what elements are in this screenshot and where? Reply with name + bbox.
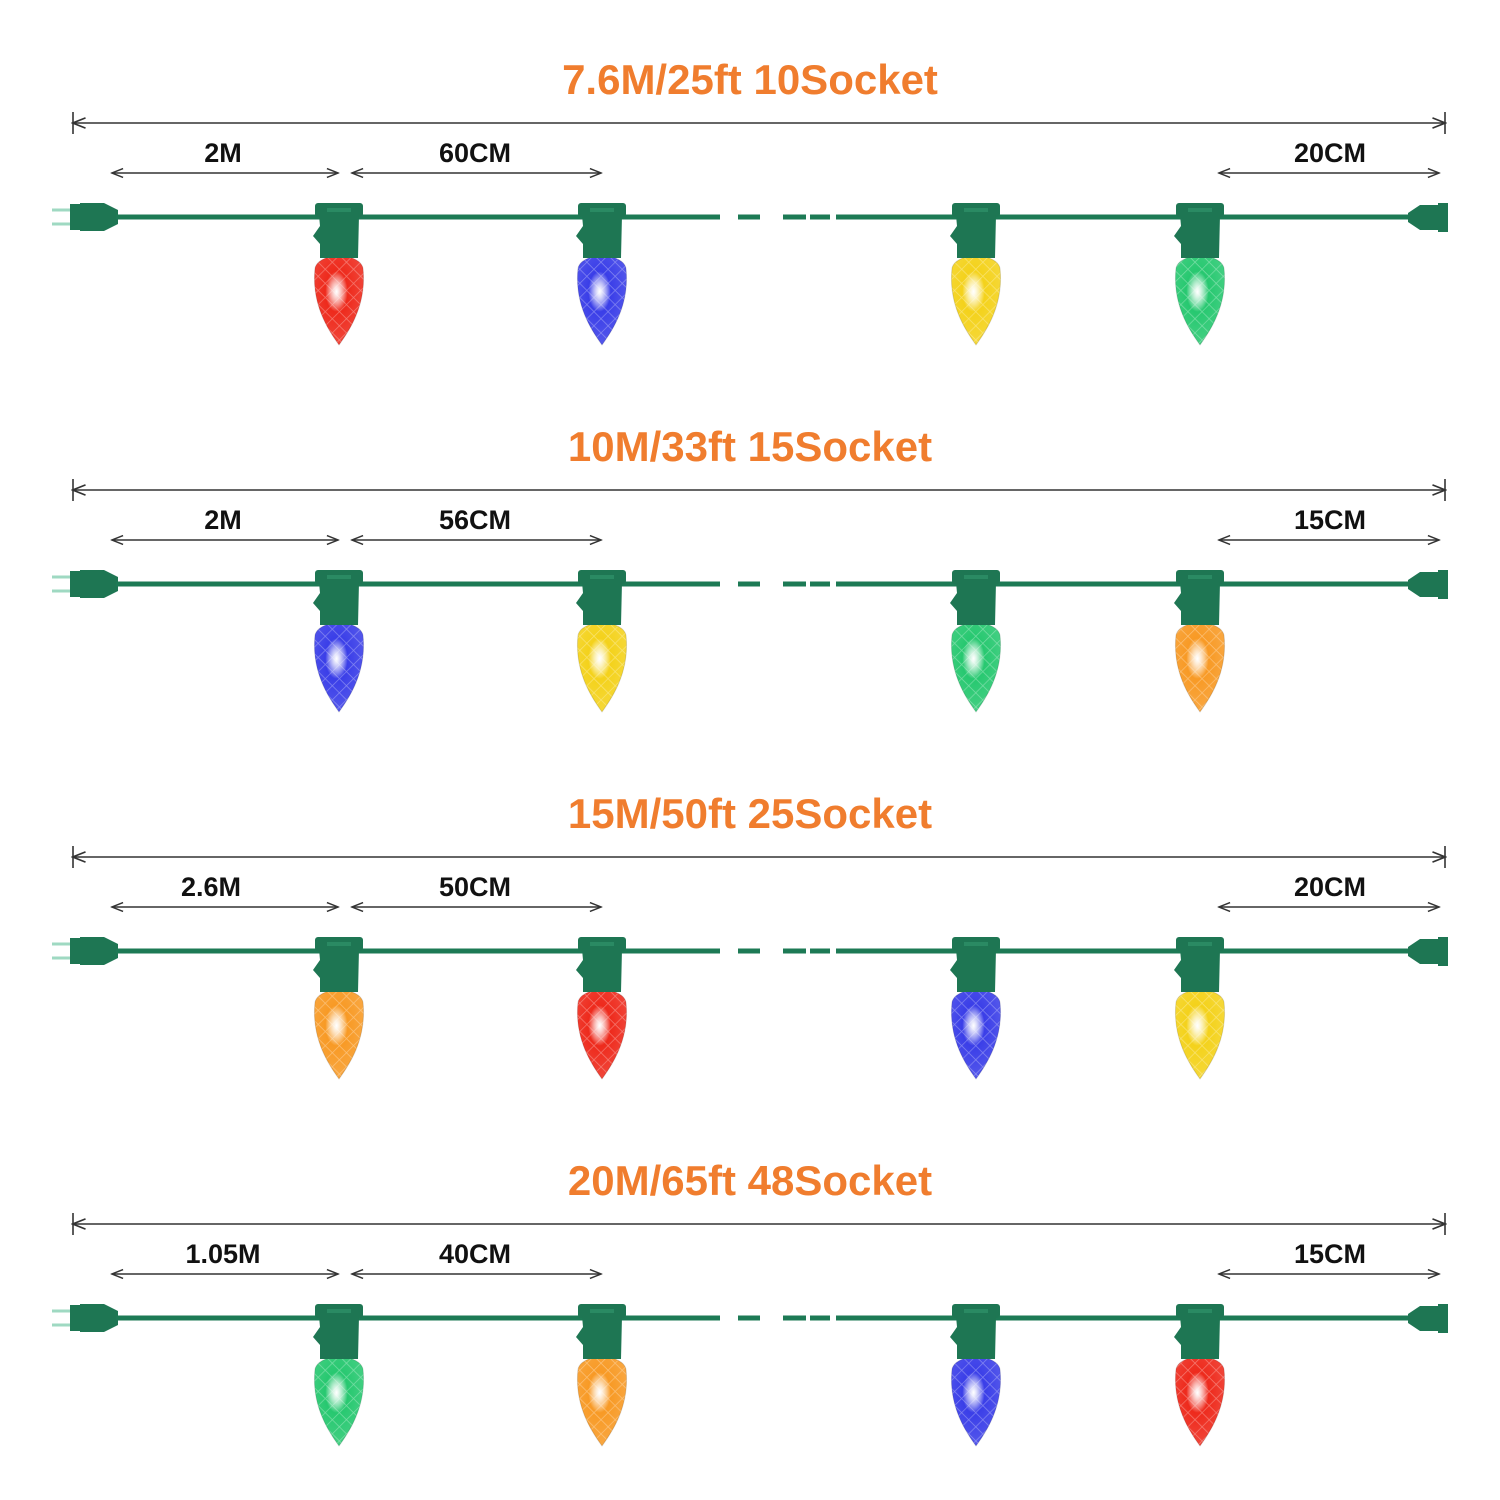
bulb-icon xyxy=(313,989,365,1080)
strand-diagram xyxy=(52,1213,1448,1447)
bulb-icon xyxy=(1174,255,1226,346)
socket-icon xyxy=(950,570,1000,625)
plug-icon xyxy=(52,570,118,598)
bulb-icon xyxy=(313,255,365,346)
plug-icon xyxy=(52,203,118,231)
lead-spacing-label: 2M xyxy=(204,138,242,168)
socket-icon xyxy=(313,203,363,258)
section-title: 15M/50ft 25Socket xyxy=(567,790,933,837)
bulb-spacing-label: 40CM xyxy=(438,1239,512,1269)
bulb-spacing-label: 50CM xyxy=(438,872,512,902)
strand-section-1: 7.6M/25ft 10Socket 2M 60CM 20CM xyxy=(0,0,1500,367)
section-title: 10M/33ft 15Socket xyxy=(567,423,933,470)
socket-icon xyxy=(576,203,626,258)
socket-icon xyxy=(576,570,626,625)
socket-icon xyxy=(950,1304,1000,1359)
end-spacing-label: 20CM xyxy=(1293,138,1367,168)
strand-diagram xyxy=(52,846,1448,1080)
bulb-icon xyxy=(576,989,628,1080)
end-spacing-label: 15CM xyxy=(1293,1239,1367,1269)
bulb-icon xyxy=(313,1356,365,1447)
bulb-icon xyxy=(950,1356,1002,1447)
end-spacing-label: 20CM xyxy=(1293,872,1367,902)
socket-icon xyxy=(1174,1304,1224,1359)
socket-icon xyxy=(950,937,1000,992)
socket-icon xyxy=(950,203,1000,258)
end-connector-icon xyxy=(1408,937,1448,966)
socket-icon xyxy=(1174,570,1224,625)
strand-section-3: 15M/50ft 25Socket 2.6M 50CM 20CM xyxy=(0,734,1500,1101)
bulb-icon xyxy=(576,622,628,713)
bulb-icon xyxy=(1174,1356,1226,1447)
bulb-icon xyxy=(1174,622,1226,713)
socket-icon xyxy=(313,1304,363,1359)
bulb-icon xyxy=(950,989,1002,1080)
bulb-icon xyxy=(950,255,1002,346)
section-title: 7.6M/25ft 10Socket xyxy=(562,56,938,103)
socket-icon xyxy=(576,1304,626,1359)
end-connector-icon xyxy=(1408,1304,1448,1333)
bulb-icon xyxy=(950,622,1002,713)
bulb-icon xyxy=(1174,989,1226,1080)
plug-icon xyxy=(52,1304,118,1332)
strand-diagram xyxy=(52,479,1448,713)
bulb-icon xyxy=(576,1356,628,1447)
socket-icon xyxy=(1174,937,1224,992)
end-connector-icon xyxy=(1408,570,1448,599)
plug-icon xyxy=(52,937,118,965)
strand-diagram xyxy=(52,112,1448,346)
lead-spacing-label: 2M xyxy=(204,505,242,535)
end-spacing-label: 15CM xyxy=(1293,505,1367,535)
socket-icon xyxy=(1174,203,1224,258)
end-connector-icon xyxy=(1408,203,1448,232)
strand-section-2: 10M/33ft 15Socket 2M 56CM 15CM xyxy=(0,367,1500,734)
bulb-spacing-label: 60CM xyxy=(438,138,512,168)
socket-icon xyxy=(576,937,626,992)
strand-section-4: 20M/65ft 48Socket 1.05M 40CM 15CM xyxy=(0,1101,1500,1468)
lead-spacing-label: 1.05M xyxy=(185,1239,261,1269)
socket-icon xyxy=(313,570,363,625)
bulb-icon xyxy=(313,622,365,713)
socket-icon xyxy=(313,937,363,992)
bulb-spacing-label: 56CM xyxy=(438,505,512,535)
lead-spacing-label: 2.6M xyxy=(180,872,242,902)
bulb-icon xyxy=(576,255,628,346)
section-title: 20M/65ft 48Socket xyxy=(567,1157,933,1204)
